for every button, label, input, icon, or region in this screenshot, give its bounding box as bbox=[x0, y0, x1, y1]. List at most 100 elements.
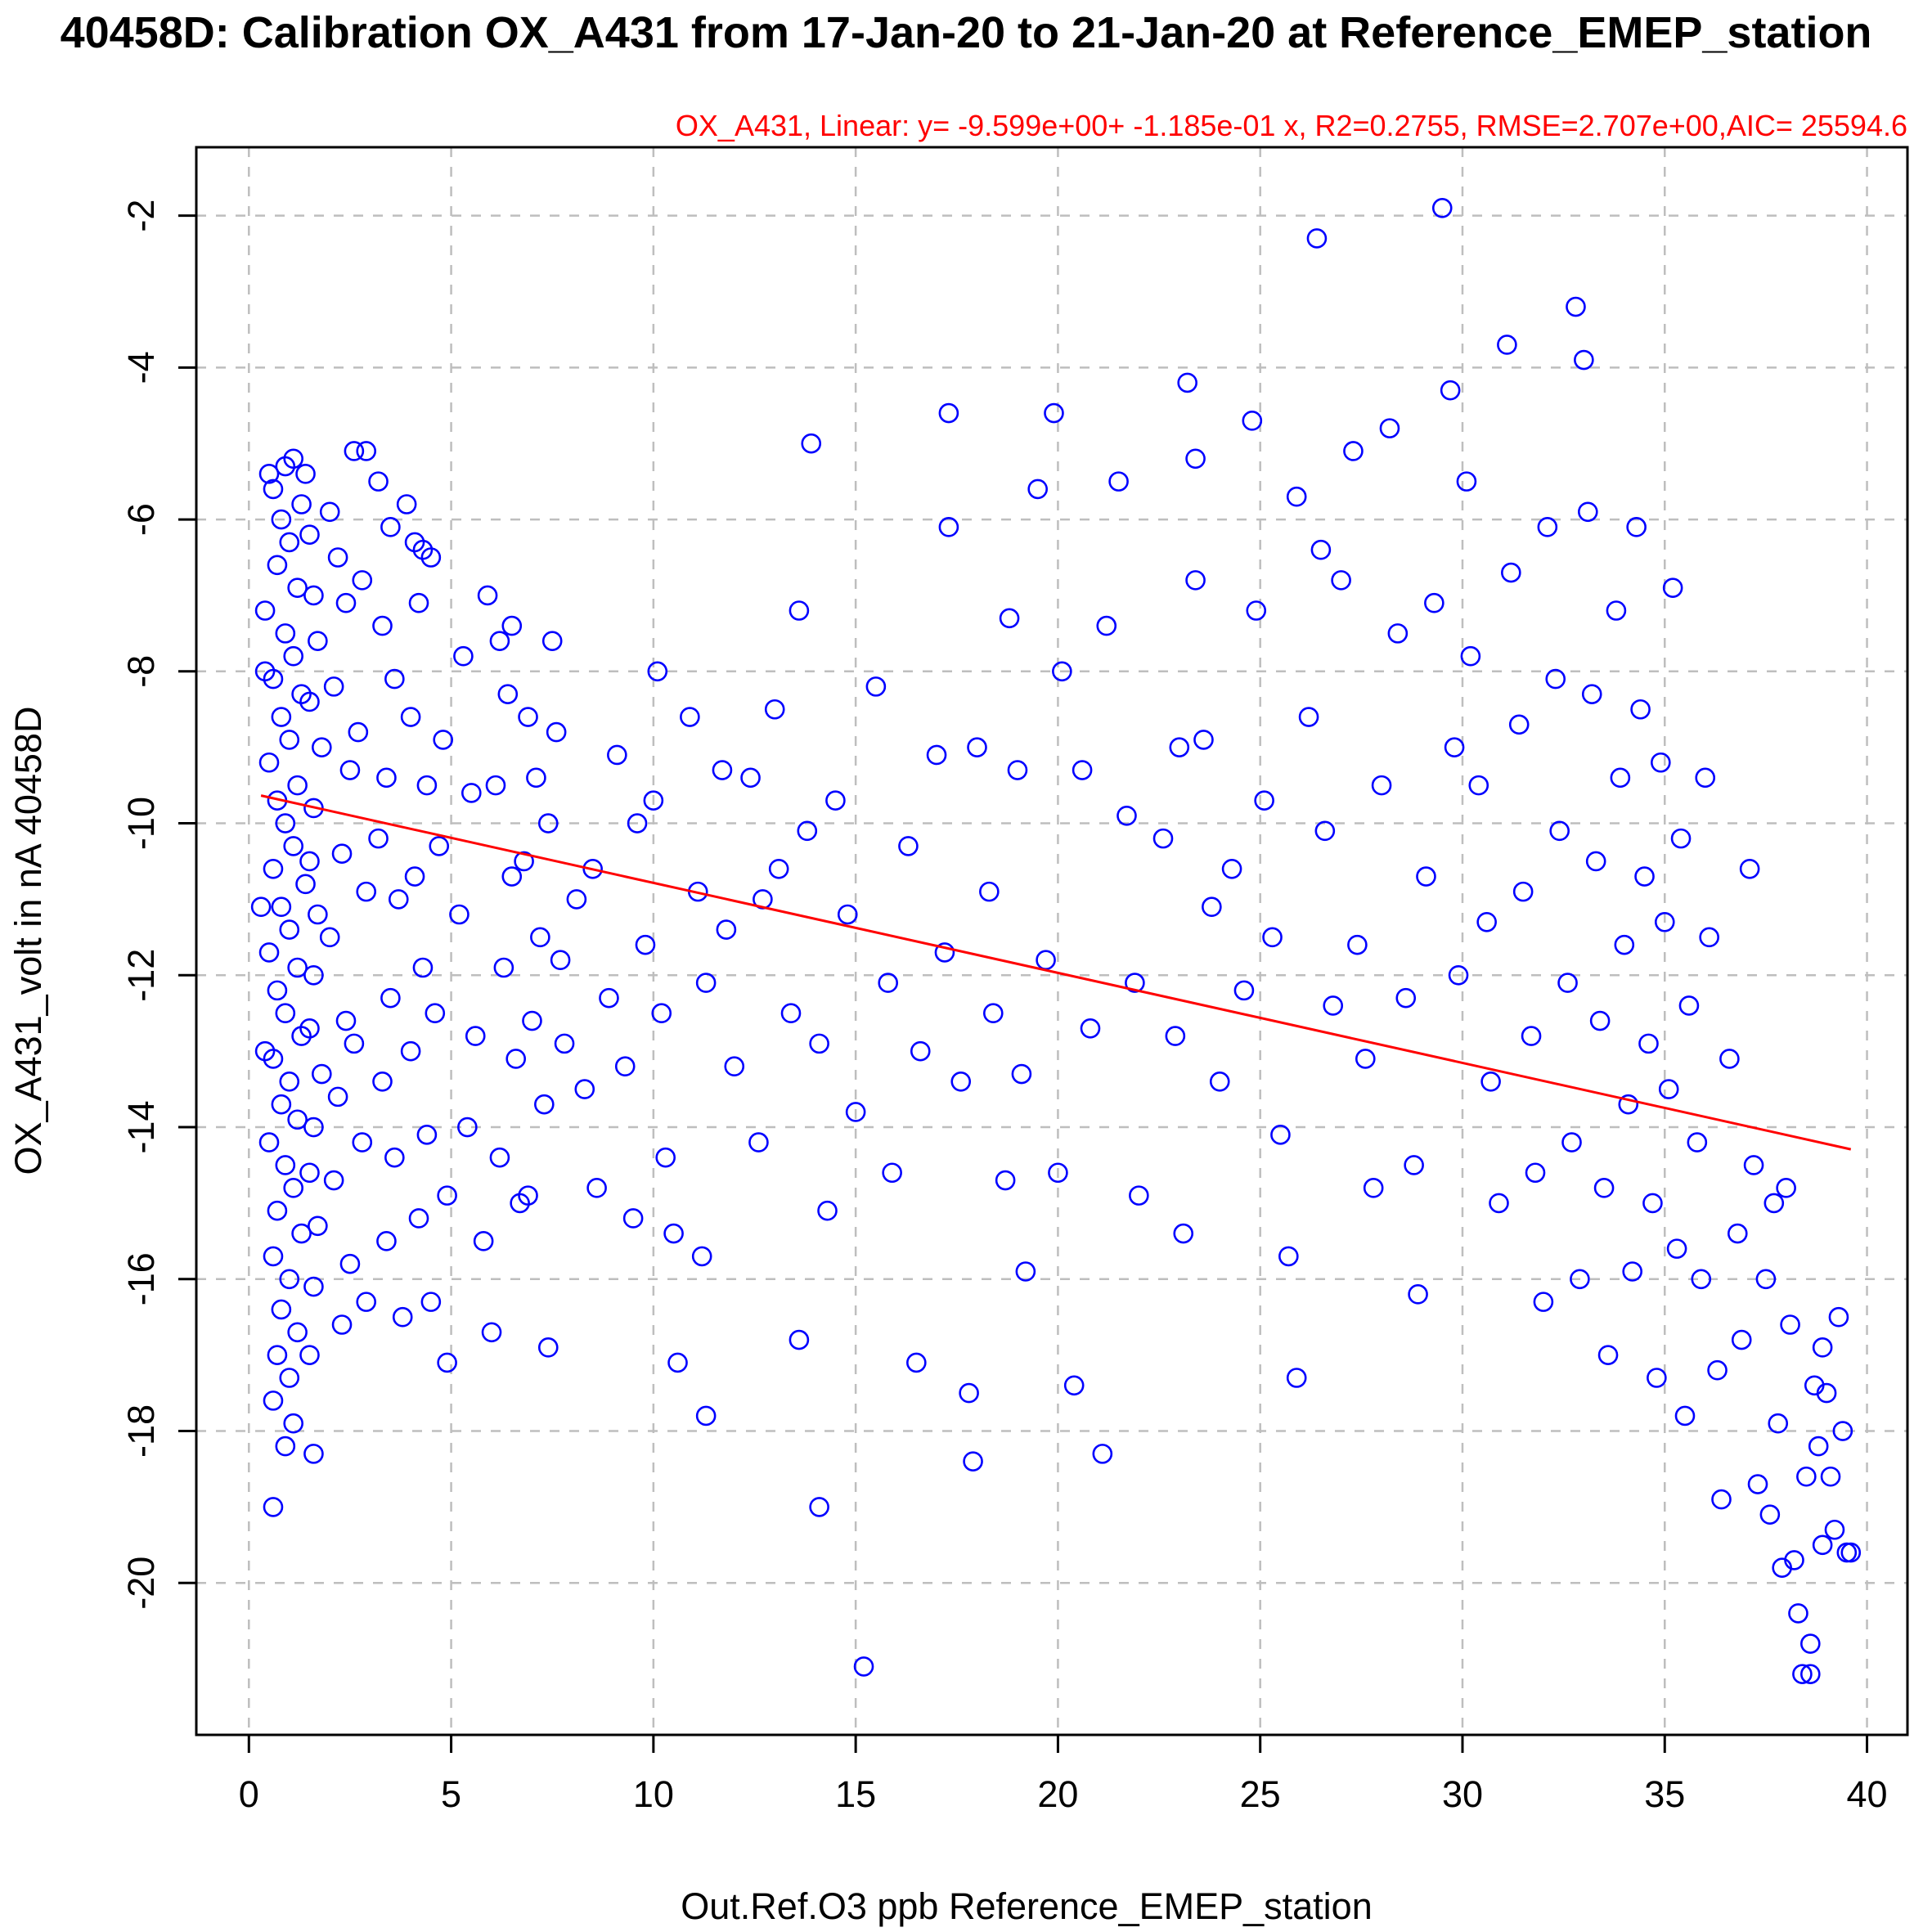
data-point bbox=[287, 1109, 308, 1130]
data-point bbox=[1476, 911, 1497, 932]
data-point bbox=[764, 699, 785, 720]
data-point bbox=[1310, 539, 1332, 560]
data-point bbox=[348, 721, 369, 743]
data-point bbox=[724, 1056, 745, 1077]
data-point bbox=[1739, 858, 1760, 879]
data-point bbox=[1306, 228, 1328, 249]
data-point bbox=[299, 1162, 320, 1184]
data-point bbox=[1533, 1292, 1554, 1312]
data-point bbox=[554, 1033, 575, 1054]
data-point bbox=[1589, 1010, 1611, 1031]
data-point bbox=[299, 851, 320, 872]
data-point bbox=[493, 957, 514, 978]
data-point bbox=[768, 858, 789, 879]
data-point bbox=[1780, 1314, 1800, 1335]
x-tick-label: 5 bbox=[441, 1773, 461, 1815]
data-point bbox=[1298, 707, 1319, 727]
data-point bbox=[335, 592, 357, 613]
data-point bbox=[303, 1444, 324, 1464]
data-point bbox=[356, 1292, 377, 1312]
data-point bbox=[522, 1010, 542, 1031]
data-point bbox=[1048, 1162, 1068, 1184]
data-point bbox=[1221, 858, 1242, 879]
data-point bbox=[537, 813, 559, 833]
data-point bbox=[1152, 828, 1174, 849]
data-point bbox=[1525, 1162, 1546, 1184]
data-point bbox=[271, 509, 292, 530]
y-tick-label: -4 bbox=[120, 351, 162, 384]
data-point bbox=[1448, 964, 1469, 986]
data-point bbox=[627, 813, 648, 833]
data-point bbox=[453, 645, 474, 667]
data-point bbox=[425, 1003, 446, 1024]
data-point bbox=[408, 1208, 429, 1229]
data-point bbox=[1193, 730, 1214, 750]
data-point bbox=[327, 1086, 348, 1108]
data-point bbox=[546, 721, 567, 743]
data-point bbox=[797, 820, 818, 842]
x-axis: 0 5 10 15 20 25 30 35 40 bbox=[239, 1735, 1888, 1815]
data-point bbox=[1314, 820, 1336, 842]
data-point bbox=[1044, 402, 1064, 424]
data-point bbox=[1577, 501, 1598, 523]
data-point bbox=[279, 1368, 300, 1388]
data-point bbox=[1678, 995, 1700, 1016]
data-point bbox=[635, 934, 656, 955]
data-point bbox=[1347, 934, 1368, 955]
x-tick-label: 10 bbox=[633, 1773, 674, 1815]
data-point bbox=[574, 1079, 595, 1099]
data-point bbox=[1610, 767, 1631, 789]
data-point bbox=[1557, 973, 1578, 993]
data-point bbox=[1719, 1049, 1740, 1069]
data-point bbox=[651, 1003, 672, 1024]
data-point bbox=[279, 730, 300, 750]
data-point bbox=[550, 950, 571, 971]
data-point bbox=[356, 881, 377, 902]
data-point bbox=[299, 1345, 320, 1365]
data-point bbox=[1812, 1534, 1833, 1556]
data-point bbox=[967, 737, 987, 757]
data-point bbox=[740, 767, 761, 789]
data-point bbox=[1828, 1306, 1849, 1328]
data-point bbox=[1808, 1436, 1829, 1457]
data-point bbox=[392, 1306, 413, 1328]
data-point bbox=[400, 1040, 421, 1062]
data-point bbox=[1125, 973, 1145, 993]
data-point bbox=[817, 1200, 838, 1221]
data-point bbox=[878, 973, 899, 993]
data-point bbox=[380, 517, 401, 537]
data-point bbox=[1747, 1474, 1768, 1494]
data-point bbox=[514, 851, 534, 872]
data-point bbox=[263, 1246, 284, 1267]
data-point bbox=[283, 448, 303, 470]
data-point bbox=[663, 1223, 684, 1244]
data-point bbox=[1262, 927, 1283, 948]
data-point bbox=[898, 836, 919, 856]
data-point bbox=[1670, 828, 1692, 849]
data-point bbox=[1165, 1026, 1186, 1046]
data-point bbox=[995, 1170, 1016, 1191]
data-point bbox=[461, 783, 482, 803]
data-point bbox=[250, 896, 272, 918]
data-point bbox=[1108, 471, 1129, 492]
data-point bbox=[384, 1147, 405, 1168]
data-point bbox=[319, 927, 340, 948]
data-point bbox=[1764, 1193, 1785, 1214]
data-point bbox=[396, 494, 417, 514]
data-point bbox=[384, 668, 405, 690]
data-point bbox=[1792, 1664, 1813, 1685]
data-point bbox=[691, 1246, 712, 1267]
data-point bbox=[950, 1072, 972, 1092]
data-point bbox=[283, 836, 303, 856]
data-point bbox=[263, 1497, 284, 1517]
data-point bbox=[1063, 1375, 1085, 1396]
data-point bbox=[1508, 714, 1530, 735]
data-point bbox=[1497, 335, 1517, 355]
data-point bbox=[982, 1003, 1004, 1024]
data-point bbox=[999, 608, 1020, 629]
data-point bbox=[1784, 1550, 1804, 1570]
data-point bbox=[845, 1102, 866, 1122]
data-point bbox=[254, 1040, 276, 1062]
y-tick-label: -20 bbox=[120, 1557, 162, 1610]
data-point bbox=[267, 980, 288, 1001]
